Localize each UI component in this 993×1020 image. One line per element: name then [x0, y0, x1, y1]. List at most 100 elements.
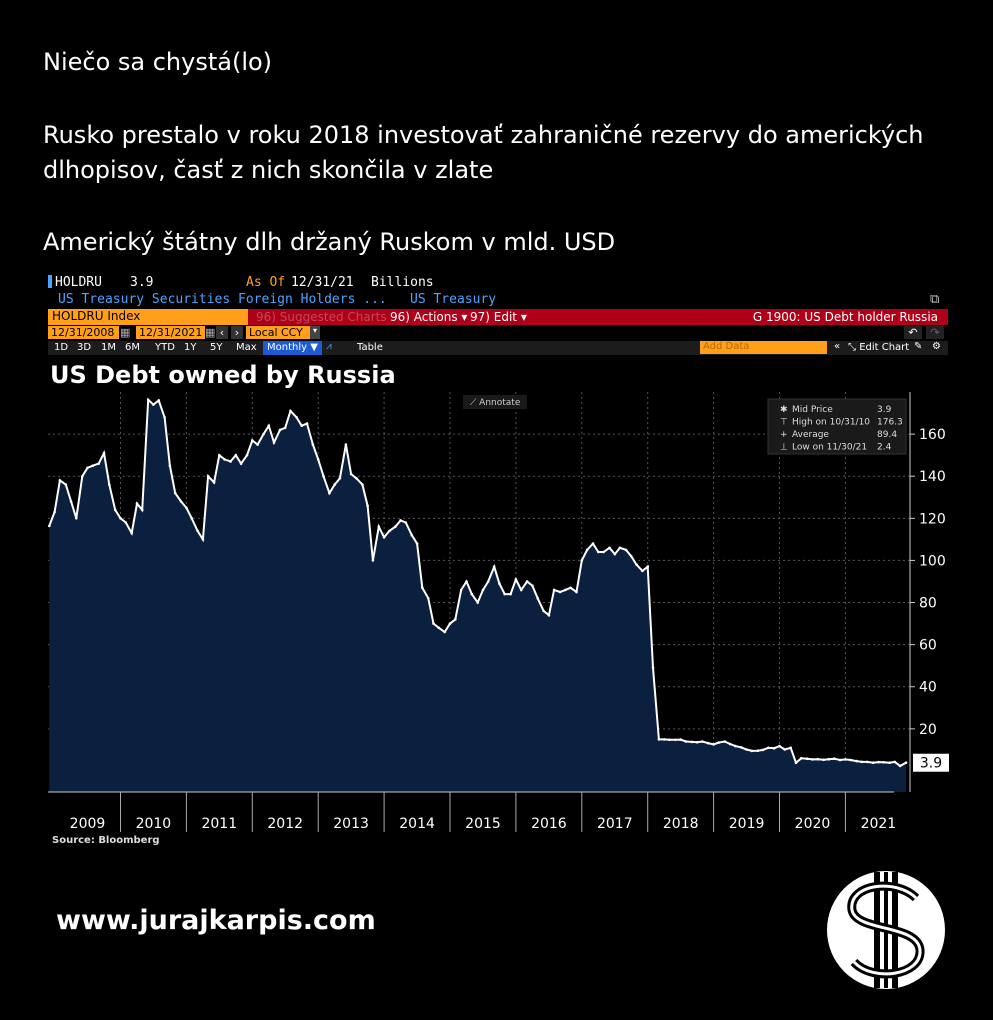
- end-date-input[interactable]: 12/31/2021: [136, 326, 205, 339]
- data-point: [316, 458, 320, 461]
- edit-button[interactable]: 97) Edit ▾: [470, 310, 527, 324]
- marker-layer: [48, 398, 908, 768]
- data-point: [289, 409, 292, 413]
- actions-button[interactable]: 96) Actions ▾: [390, 310, 468, 324]
- period-1y[interactable]: 1Y: [184, 342, 197, 353]
- collapse-icon[interactable]: «: [834, 341, 841, 352]
- add-data-input[interactable]: Add Data: [700, 341, 827, 354]
- gear-icon[interactable]: ⚙: [932, 341, 941, 352]
- data-point: [300, 424, 304, 428]
- undo-icon[interactable]: ↶: [904, 326, 922, 339]
- legend-marker-icon: +: [780, 430, 788, 440]
- table-button[interactable]: Table: [357, 342, 383, 353]
- data-point: [679, 738, 682, 741]
- period-ytd[interactable]: YTD: [155, 342, 175, 353]
- data-point: [245, 453, 249, 457]
- period-1m[interactable]: 1M: [101, 342, 116, 353]
- period-5y[interactable]: 5Y: [210, 342, 223, 353]
- data-point: [575, 590, 578, 594]
- data-point: [674, 738, 677, 742]
- data-point: [355, 477, 358, 480]
- data-point: [805, 757, 809, 760]
- data-point: [514, 578, 518, 581]
- data-point: [838, 758, 842, 762]
- data-point: [239, 462, 243, 465]
- start-calendar-icon[interactable]: ▦: [120, 326, 131, 339]
- period-6m[interactable]: 6M: [125, 342, 140, 353]
- data-point: [690, 740, 694, 744]
- suggested-charts-button[interactable]: 96) Suggested Charts: [256, 310, 387, 324]
- next-arrow-icon[interactable]: ›: [231, 326, 243, 339]
- description-row: US Treasury Securities Foreign Holders .…: [58, 292, 948, 308]
- data-point: [712, 743, 715, 746]
- index-label[interactable]: HOLDRU Index: [48, 309, 248, 325]
- start-date-input[interactable]: 12/31/2008: [48, 326, 119, 339]
- annotate-label[interactable]: ⟋ Annotate: [470, 398, 521, 408]
- currency-select[interactable]: Local CCY: [246, 326, 311, 339]
- x-tick-label: 2009: [70, 816, 106, 832]
- data-point: [701, 740, 704, 743]
- data-point: [322, 474, 325, 478]
- period-1d[interactable]: 1D: [54, 342, 69, 353]
- data-point: [305, 422, 309, 425]
- period-max[interactable]: Max: [236, 342, 257, 353]
- data-point: [69, 500, 73, 503]
- data-point: [898, 764, 902, 768]
- data-point: [311, 443, 315, 446]
- data-point: [361, 483, 364, 486]
- x-tick-label: 2013: [333, 816, 369, 832]
- data-point: [377, 525, 381, 528]
- data-point: [602, 550, 605, 554]
- data-point: [585, 548, 589, 552]
- data-point: [394, 525, 397, 528]
- data-point: [179, 500, 183, 503]
- data-point: [234, 453, 238, 457]
- data-point: [190, 517, 193, 520]
- period-bar: 1D 3D 1M 6M YTD 1Y 5Y Max Monthly ▼ ⩘ Table Add…: [48, 341, 948, 355]
- frequency-select[interactable]: Monthly ▼: [263, 341, 322, 355]
- end-calendar-icon[interactable]: ▦: [205, 326, 216, 339]
- redo-icon[interactable]: ↷: [926, 326, 944, 339]
- last-value-tag: [913, 753, 949, 772]
- terminal-header: HOLDRU 3.9 As Of 12/31/21 Billions: [48, 275, 948, 292]
- data-point: [399, 519, 402, 522]
- period-3d[interactable]: 3D: [77, 342, 92, 353]
- prev-arrow-icon[interactable]: ‹: [216, 326, 228, 339]
- data-point: [75, 517, 78, 520]
- command-bar: HOLDRU Index 96) Suggested Charts 96) Ac…: [48, 309, 948, 325]
- popout-icon[interactable]: ⧉: [930, 292, 940, 307]
- data-point: [140, 508, 144, 512]
- data-point: [223, 458, 226, 461]
- data-point: [388, 529, 391, 533]
- data-point: [272, 441, 276, 444]
- data-point: [888, 761, 891, 764]
- debt-area: [49, 399, 907, 792]
- as-of-date: 12/31/21: [291, 275, 354, 290]
- data-point: [740, 746, 743, 749]
- data-point: [91, 464, 95, 468]
- data-point: [822, 758, 825, 762]
- data-point: [893, 760, 897, 764]
- chart-style-icon[interactable]: ⩘: [326, 341, 332, 352]
- x-tick-label: 2011: [201, 816, 237, 832]
- data-point: [498, 582, 501, 585]
- annotate-button[interactable]: [463, 395, 527, 409]
- data-point: [58, 479, 62, 482]
- website-link[interactable]: www.jurajkarpis.com: [56, 905, 376, 936]
- data-point: [201, 538, 205, 541]
- data-point: [750, 749, 754, 753]
- data-point: [717, 741, 721, 744]
- data-point: [882, 761, 885, 764]
- edit-chart-button[interactable]: ⤡ Edit Chart: [848, 342, 910, 353]
- data-point: [465, 580, 468, 583]
- chart-id: G 1900: US Debt holder Russia: [752, 310, 938, 324]
- y-tick-label: 20: [919, 722, 937, 738]
- data-point: [448, 622, 452, 625]
- currency-chevron-icon[interactable]: ▾: [310, 326, 320, 339]
- x-tick-label: 2010: [136, 816, 172, 832]
- legend-marker-icon: ⊤: [780, 418, 788, 428]
- data-point: [338, 477, 342, 480]
- last-value-label: 3.9: [920, 756, 942, 772]
- data-point: [723, 740, 727, 743]
- pencil-icon[interactable]: ✎: [914, 341, 923, 352]
